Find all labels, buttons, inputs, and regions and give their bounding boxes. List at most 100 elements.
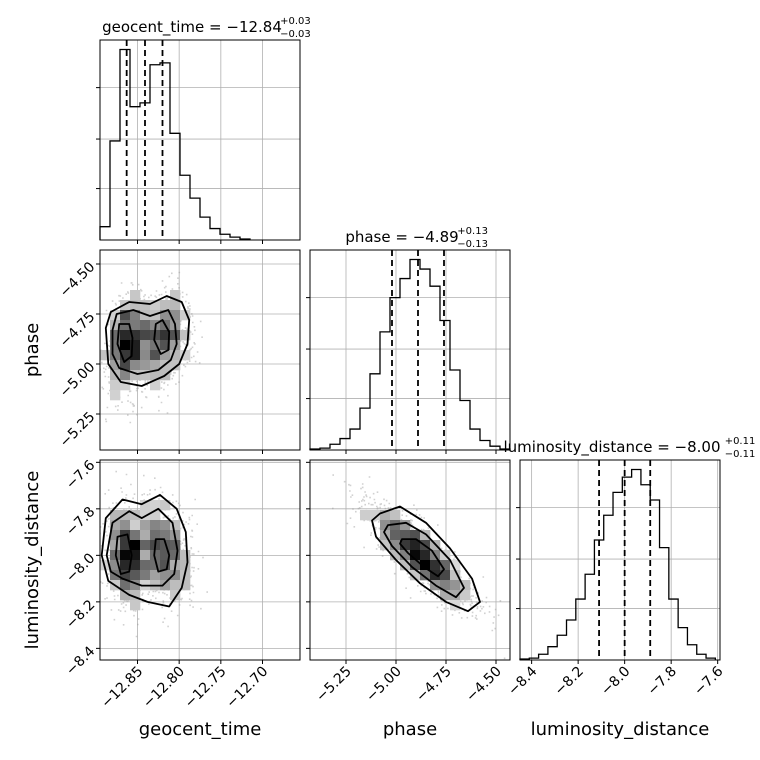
pair-geocent_time-luminosity_distance-density-cell [130,590,141,601]
pair-phase-luminosity_distance-density-cell [380,520,391,531]
pair-phase-luminosity_distance-contour-0 [371,505,481,613]
pair-geocent_time-phase-density-cell [180,350,191,361]
pair-phase-luminosity_distance-density-cell [450,590,461,601]
pair-geocent_time-phase-density-cell [140,360,151,371]
xticklabel-luminosity_distance-2: −8.0 [598,664,633,699]
pair-geocent_time-phase-density-cell [130,310,141,321]
pair-phase-luminosity_distance-density-cell [390,510,401,521]
xlabel-phase: phase [383,719,437,740]
pair-geocent_time-phase-density-cell [120,340,131,351]
pair-geocent_time-luminosity_distance-density-cell [120,540,131,551]
pair-geocent_time-phase-density-cell [110,310,121,321]
title-geocent_time-main: geocent_time = −12.84 [102,18,282,37]
pair-geocent_time-luminosity_distance-density-cell [150,500,161,511]
pair-phase-luminosity_distance-density-cell [420,560,431,571]
pair-geocent_time-luminosity_distance-density-cell [160,530,171,541]
yticklabel-luminosity_distance-1: −8.2 [63,597,98,632]
pair-geocent_time-phase-density-cell [170,290,181,301]
pair-geocent_time-luminosity_distance-density-cell [170,550,181,561]
pair-geocent_time-luminosity_distance-density-cell [150,570,161,581]
pair-phase-luminosity_distance-density-cell [450,570,461,581]
pair-geocent_time-luminosity_distance-density-cell [130,520,141,531]
pair-geocent_time-phase-density-cell [150,380,161,391]
xticklabel-luminosity_distance-4: −7.6 [691,663,726,698]
pair-geocent_time-luminosity_distance-density-cell [180,580,191,591]
pair-geocent_time-luminosity_distance-density-cell [140,570,151,581]
pair-phase-luminosity_distance-density-cell [440,560,451,571]
hist-luminosity_distance-steps [519,468,716,660]
pair-geocent_time-phase-density-cell [160,340,171,351]
pair-phase-luminosity_distance-density-cell [400,520,411,531]
pair-geocent_time-luminosity_distance-density-cell [120,590,131,601]
pair-geocent_time-phase-density-cell [120,330,131,341]
pair-geocent_time-phase-density-cell [160,300,171,311]
pair-phase-luminosity_distance-density-cell [440,570,451,581]
pair-phase-luminosity_distance-density-cell [390,520,401,531]
pair-geocent_time-phase-density-cell [160,350,171,361]
pair-geocent_time-phase-density-cell [120,360,131,371]
pair-geocent_time-luminosity_distance-density-cell [150,560,161,571]
yticklabel-luminosity_distance-3: −7.8 [63,504,98,539]
hist-phase-steps [309,258,511,450]
data-layer [99,40,716,660]
pair-geocent_time-phase-density-cell [150,340,161,351]
pair-geocent_time-phase-plot [100,271,203,424]
pair-geocent_time-phase-contour-0 [104,295,191,387]
yticklabel-phase-3: −4.50 [57,259,99,301]
title-phase-main: phase = −4.89 [345,228,458,246]
pair-geocent_time-luminosity_distance-density-cell [120,510,131,521]
pair-geocent_time-phase-density-cell [170,300,181,311]
pair-phase-luminosity_distance-density-cell [390,550,401,561]
pair-geocent_time-phase-density-cell [170,310,181,321]
pair-geocent_time-luminosity_distance-density-cell [160,550,171,561]
yticklabel-luminosity_distance-4: −7.6 [63,457,98,492]
pair-phase-luminosity_distance-density-cell [410,530,421,541]
hist-luminosity_distance-frame [519,459,721,661]
title-geocent_time-upper: +0.03 [280,16,311,27]
pair-geocent_time-luminosity_distance-plot [100,470,208,638]
pair-geocent_time-luminosity_distance-density-cell [130,570,141,581]
pair-geocent_time-phase-density-cell [130,300,141,311]
pair-geocent_time-phase-density-cell [150,350,161,361]
xticklabel-geocent_time-2: −12.75 [182,664,230,712]
pair-geocent_time-phase-density-cell [160,310,171,321]
pair-geocent_time-luminosity_distance-density-cell [110,540,121,551]
yticklabel-luminosity_distance-0: −8.4 [63,643,98,678]
xticklabel-phase-2: −4.75 [413,664,455,706]
pair-phase-luminosity_distance-plot [332,474,506,660]
pair-geocent_time-luminosity_distance-density-cell [160,520,171,531]
title-geocent_time-lower: −0.03 [280,29,311,40]
pair-geocent_time-luminosity_distance-density-cell [170,540,181,551]
pair-phase-luminosity_distance-density-cell [460,590,471,601]
pair-phase-luminosity_distance-density-cell [450,580,461,591]
pair-phase-luminosity_distance-density-cell [410,550,421,561]
pair-geocent_time-phase-density-cell [140,370,151,381]
pair-phase-luminosity_distance-contour-1 [383,521,465,599]
pair-geocent_time-phase-density-cell [140,320,151,331]
pair-geocent_time-phase-contour-3 [153,319,171,355]
pair-phase-luminosity_distance-density-cell [410,540,421,551]
pair-geocent_time-phase-density-cell [130,350,141,361]
pair-geocent_time-phase-density-cell [130,370,141,381]
pair-geocent_time-phase-frame [99,249,301,451]
pair-geocent_time-luminosity_distance-contour-2 [114,533,133,575]
pair-geocent_time-phase-density-cell [120,350,131,361]
title-luminosity_distance-main: luminosity_distance = −8.00 [503,438,720,457]
pair-geocent_time-phase-density-cell [120,320,131,331]
pair-geocent_time-phase-density-cell [120,370,131,381]
pair-geocent_time-luminosity_distance-density-cell [120,520,131,531]
pair-geocent_time-phase-density-cell [120,310,131,321]
pair-phase-luminosity_distance-density-cell [380,510,391,521]
pair-geocent_time-phase-density-cell [170,350,181,361]
title-luminosity_distance-lower: −0.11 [725,449,756,460]
pair-geocent_time-luminosity_distance-density-cell [110,560,121,571]
pair-geocent_time-phase-density-cell [180,310,191,321]
pair-phase-luminosity_distance-frame [309,459,511,661]
pair-geocent_time-luminosity_distance-density-cell [170,580,181,591]
pair-geocent_time-phase-density-cell [110,380,121,391]
pair-phase-luminosity_distance-density-cell [380,540,391,551]
pair-geocent_time-phase-density-cell [140,300,151,311]
pair-geocent_time-phase-density-cell [150,370,161,381]
pair-phase-luminosity_distance-density-cell [400,530,411,541]
grid-layer [100,40,720,660]
